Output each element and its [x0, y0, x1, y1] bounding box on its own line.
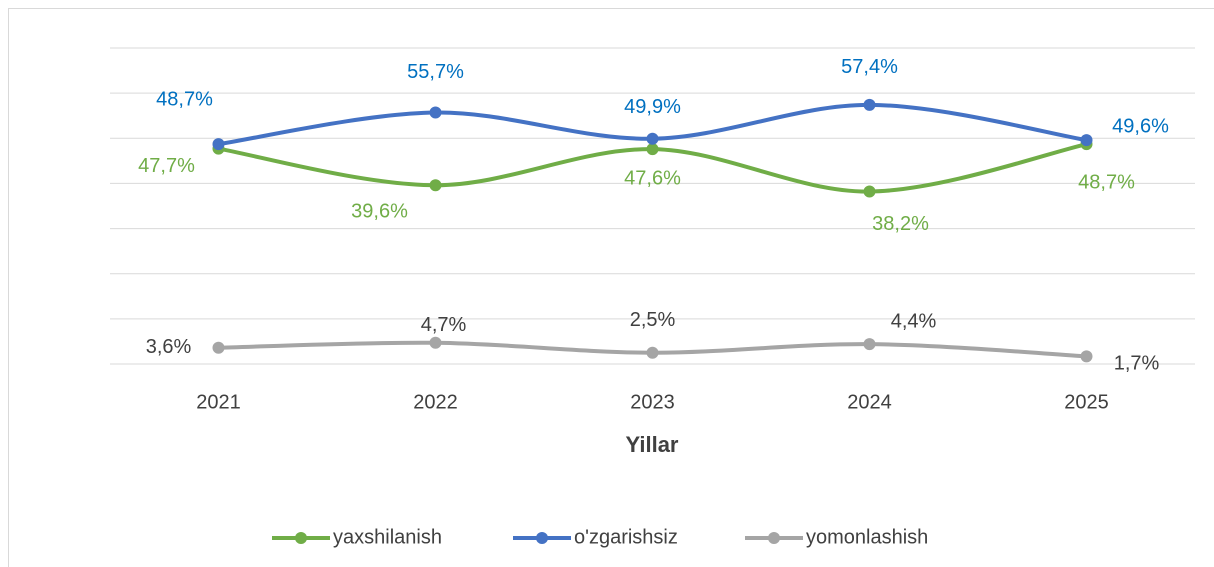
data-point: [863, 185, 876, 198]
data-point: [212, 138, 225, 151]
data-point: [1080, 350, 1093, 363]
x-axis-title: Yillar: [626, 432, 679, 457]
legend-marker: [295, 532, 307, 544]
data-label: 3,6%: [146, 336, 192, 358]
legend-label: yaxshilanish: [333, 526, 442, 548]
data-point: [646, 143, 659, 156]
data-point: [429, 106, 442, 119]
x-tick-label: 2024: [847, 391, 892, 413]
data-label: 1,7%: [1114, 353, 1160, 375]
x-tick-label: 2025: [1064, 391, 1109, 413]
data-label: 39,6%: [351, 201, 408, 223]
chart-frame: [8, 8, 1214, 567]
x-tick-label: 2023: [630, 391, 675, 413]
data-label: 4,4%: [891, 310, 937, 332]
data-label: 57,4%: [841, 56, 898, 78]
data-label: 49,9%: [624, 96, 681, 118]
data-label: 49,6%: [1112, 115, 1169, 137]
x-tick-label: 2022: [413, 391, 458, 413]
x-tick-label: 2021: [196, 391, 241, 413]
data-point: [863, 338, 876, 351]
legend-label: o'zgarishsiz: [574, 526, 678, 548]
data-label: 38,2%: [872, 213, 929, 235]
legend-marker: [536, 532, 548, 544]
legend-label: yomonlashish: [806, 526, 928, 548]
data-label: 47,6%: [624, 167, 681, 189]
data-point: [646, 132, 659, 145]
data-label: 4,7%: [421, 314, 467, 336]
data-point: [646, 346, 659, 359]
data-point: [429, 179, 442, 192]
data-point: [429, 336, 442, 349]
data-label: 2,5%: [630, 309, 676, 331]
legend-marker: [768, 532, 780, 544]
data-point: [1080, 134, 1093, 147]
data-point: [863, 98, 876, 111]
data-label: 55,7%: [407, 61, 464, 83]
data-label: 47,7%: [138, 155, 195, 177]
data-label: 48,7%: [156, 88, 213, 110]
data-point: [212, 341, 225, 354]
data-label: 48,7%: [1078, 171, 1135, 193]
